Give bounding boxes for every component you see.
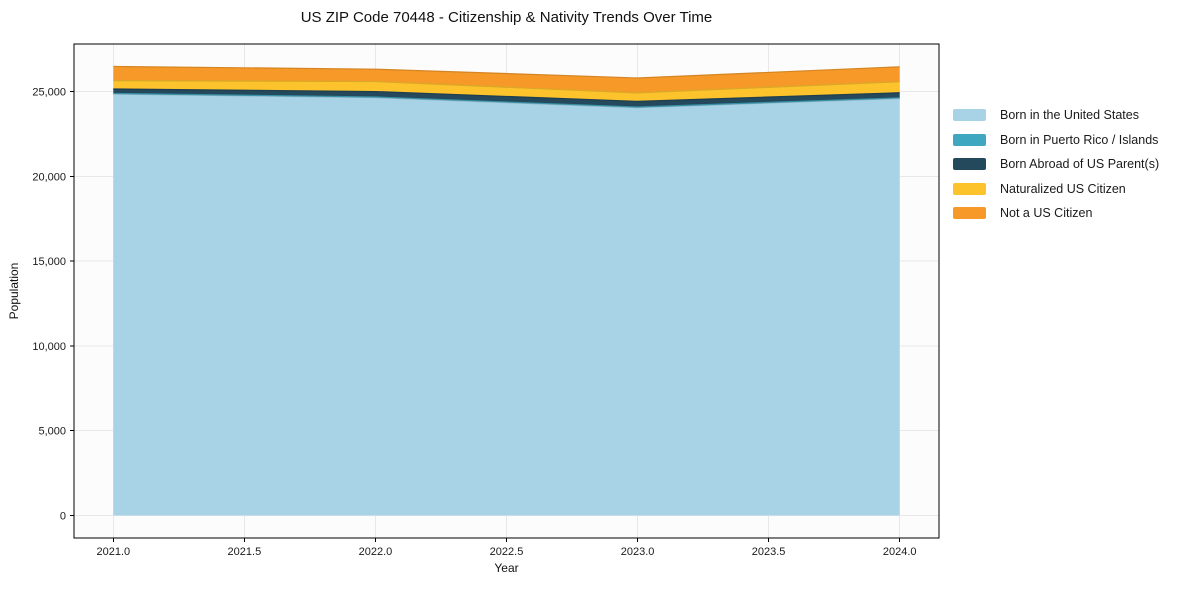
- legend-label: Born in Puerto Rico / Islands: [1000, 132, 1159, 147]
- legend-item: Born in Puerto Rico / Islands: [953, 128, 1159, 153]
- legend-swatch: [953, 207, 986, 220]
- y-tick-label: 25,000: [32, 87, 66, 99]
- y-tick-label: 0: [60, 511, 66, 523]
- legend-label: Born Abroad of US Parent(s): [1000, 157, 1160, 172]
- legend-swatch: [953, 109, 986, 122]
- y-tick-label: 10,000: [32, 341, 66, 353]
- area-top-edge-0: [113, 93, 900, 109]
- x-tick-label: 2023.5: [752, 546, 786, 558]
- x-tick-label: 2022.5: [490, 546, 524, 558]
- y-tick-label: 15,000: [32, 256, 66, 268]
- legend-label: Not a US Citizen: [1000, 206, 1093, 221]
- area-series-4: [113, 66, 900, 93]
- x-tick-label: 2023.0: [621, 546, 655, 558]
- legend-swatch: [953, 182, 986, 195]
- legend-swatch: [953, 158, 986, 171]
- legend-label: Naturalized US Citizen: [1000, 181, 1126, 196]
- area-series-0: [113, 94, 900, 516]
- area-top-edge-4: [113, 65, 900, 79]
- x-tick-label: 2021.5: [228, 546, 262, 558]
- legend-item: Naturalized US Citizen: [953, 177, 1159, 202]
- x-tick-label: 2024.0: [883, 546, 917, 558]
- y-axis-label: Population: [7, 262, 21, 320]
- x-tick-label: 2021.0: [96, 546, 130, 558]
- area-series-2: [113, 89, 900, 107]
- area-top-edge-2: [113, 88, 900, 102]
- area-top-edge-3: [113, 80, 900, 94]
- y-tick-label: 20,000: [32, 171, 66, 183]
- legend-item: Born in the United States: [953, 103, 1159, 128]
- x-axis-label: Year: [494, 561, 519, 575]
- y-tick-label: 5,000: [38, 426, 66, 438]
- legend-swatch: [953, 133, 986, 146]
- legend: Born in the United States Born in Puerto …: [953, 103, 1159, 226]
- legend-item: Not a US Citizen: [953, 201, 1159, 226]
- x-tick-label: 2022.0: [359, 546, 393, 558]
- area-series-3: [113, 80, 900, 102]
- legend-label: Born in the United States: [1000, 108, 1139, 123]
- legend-item: Born Abroad of US Parent(s): [953, 152, 1159, 177]
- area-top-edge-1: [113, 92, 900, 108]
- chart-title: US ZIP Code 70448 - Citizenship & Nativi…: [300, 9, 713, 26]
